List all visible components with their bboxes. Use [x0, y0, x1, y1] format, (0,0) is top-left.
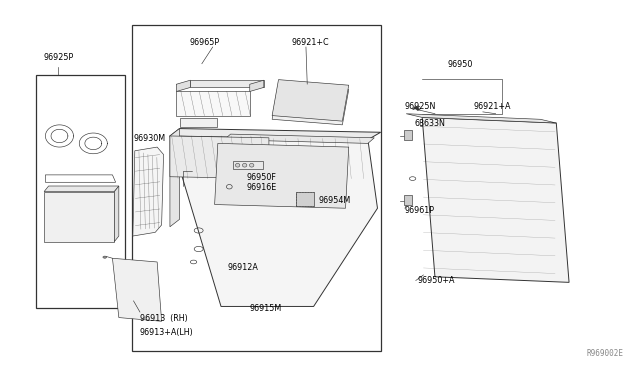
Text: 96913+A(LH): 96913+A(LH): [140, 328, 194, 337]
Ellipse shape: [197, 121, 202, 125]
Polygon shape: [176, 80, 190, 92]
Polygon shape: [250, 80, 264, 92]
Bar: [132, 25, 381, 351]
Ellipse shape: [182, 121, 188, 125]
Ellipse shape: [236, 163, 240, 167]
Polygon shape: [115, 186, 119, 241]
Text: 96950: 96950: [448, 60, 473, 69]
Text: 68633N: 68633N: [415, 119, 445, 128]
Text: 96921+C: 96921+C: [291, 38, 329, 47]
Bar: [180, 118, 217, 128]
Text: 96961P: 96961P: [405, 206, 435, 215]
Polygon shape: [170, 136, 269, 179]
Bar: [232, 161, 263, 169]
Text: 96913  (RH): 96913 (RH): [140, 314, 188, 323]
Polygon shape: [422, 118, 569, 282]
Polygon shape: [272, 84, 349, 125]
Text: 96915M: 96915M: [250, 304, 282, 313]
Text: 96950F: 96950F: [246, 173, 276, 182]
Ellipse shape: [190, 121, 195, 125]
Polygon shape: [214, 143, 349, 208]
Bar: [296, 192, 314, 206]
Bar: [404, 195, 412, 205]
Polygon shape: [176, 92, 250, 116]
Circle shape: [103, 256, 107, 258]
Text: 96916E: 96916E: [246, 183, 277, 192]
Polygon shape: [170, 129, 381, 140]
Text: 96921+A: 96921+A: [473, 102, 511, 111]
Polygon shape: [224, 134, 374, 143]
Bar: [404, 131, 412, 140]
Text: R969002E: R969002E: [586, 349, 623, 358]
Polygon shape: [133, 147, 164, 236]
Polygon shape: [272, 80, 349, 121]
Polygon shape: [44, 192, 115, 241]
Ellipse shape: [250, 163, 254, 167]
Text: 96925N: 96925N: [405, 102, 436, 111]
Text: 96965P: 96965P: [189, 38, 220, 47]
Polygon shape: [190, 80, 264, 87]
Polygon shape: [170, 136, 378, 307]
FancyArrow shape: [413, 106, 420, 110]
Polygon shape: [406, 114, 556, 123]
Bar: [36, 75, 125, 308]
Polygon shape: [44, 186, 119, 192]
Polygon shape: [170, 129, 179, 227]
Ellipse shape: [243, 163, 247, 167]
Text: 96912A: 96912A: [227, 263, 259, 272]
Text: 96925P: 96925P: [43, 53, 74, 62]
Polygon shape: [113, 258, 162, 321]
Text: 96930M: 96930M: [134, 134, 166, 143]
Text: 96954M: 96954M: [318, 196, 350, 205]
Text: 96950+A: 96950+A: [418, 276, 455, 285]
